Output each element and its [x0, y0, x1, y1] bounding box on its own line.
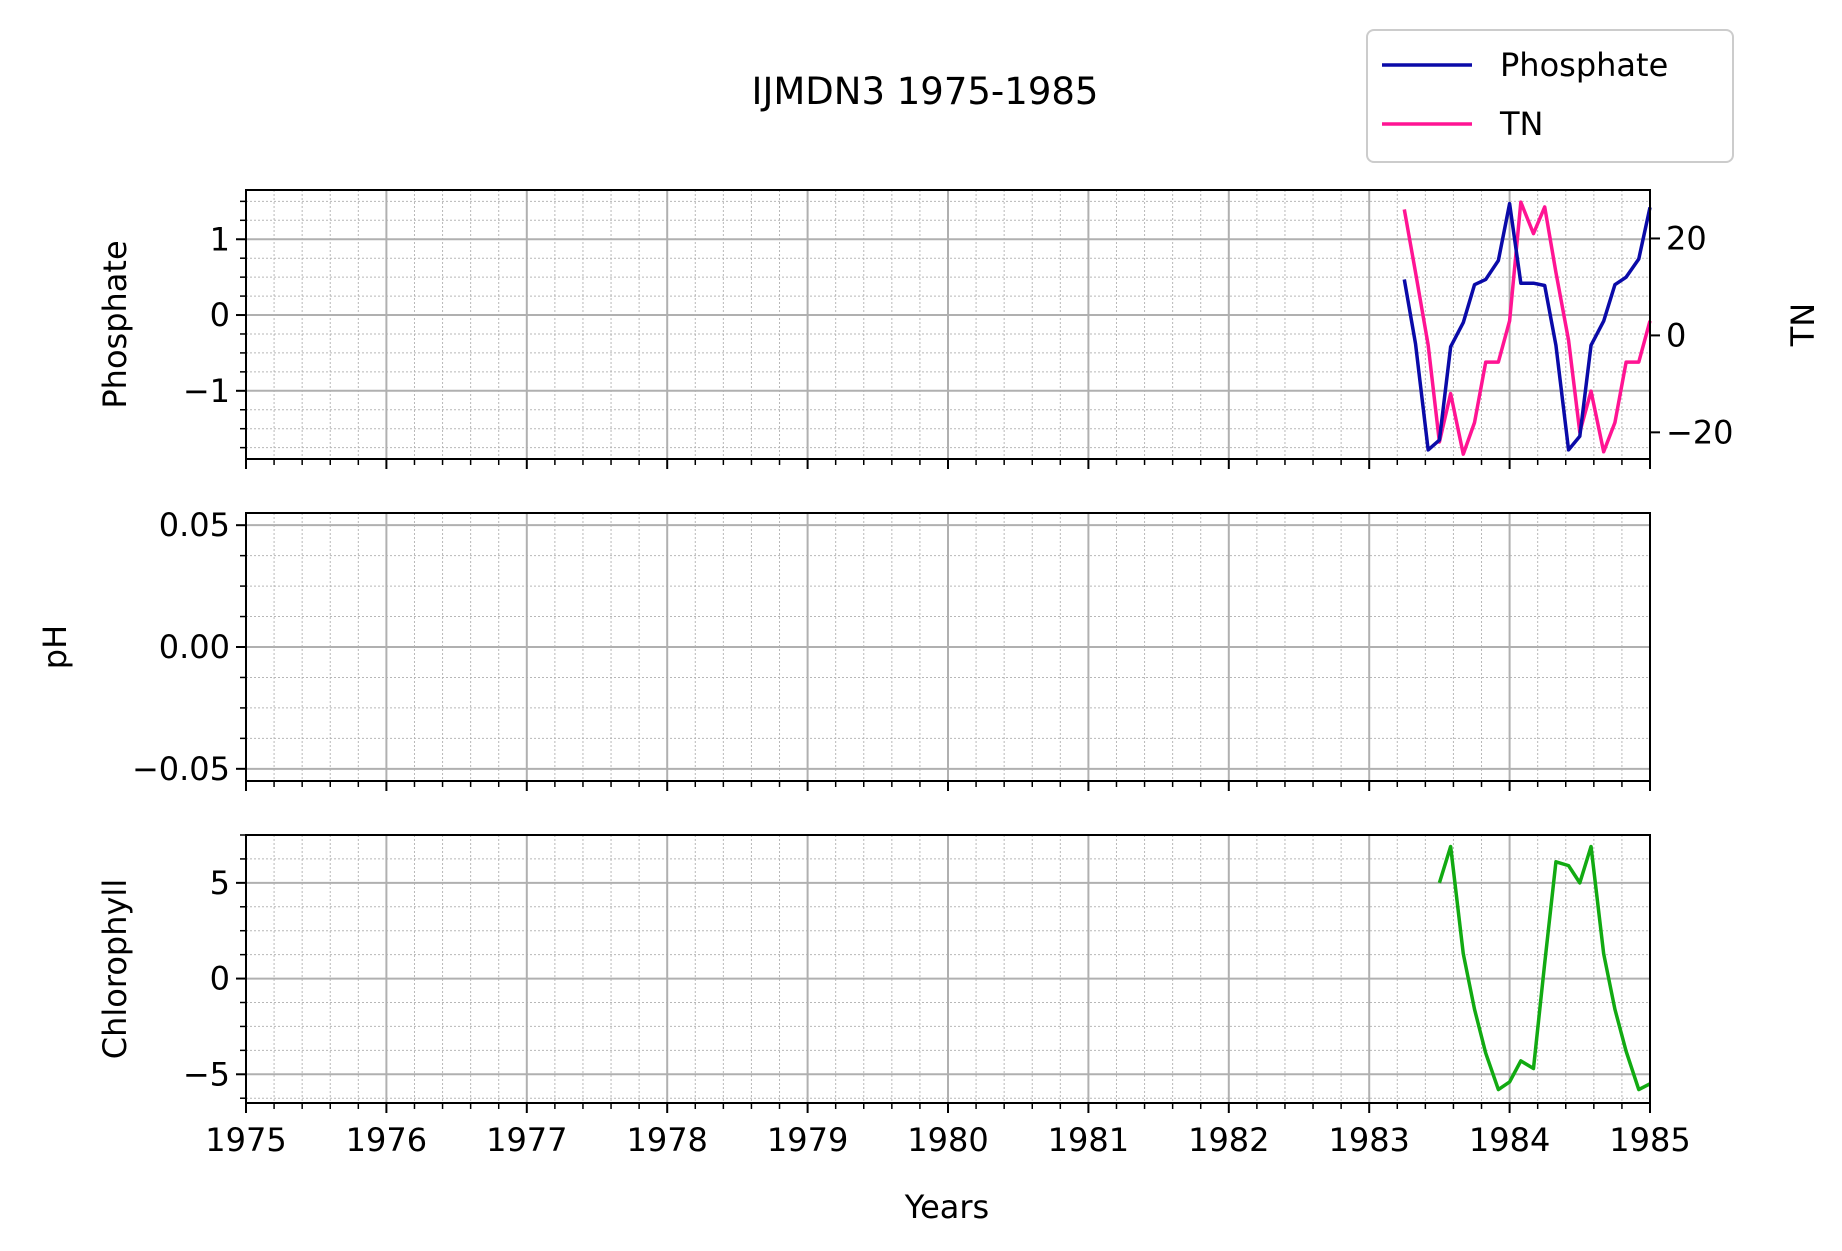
- chart-title: IJMDN3 1975-1985: [752, 70, 1099, 113]
- ph-axes-frame: [245, 512, 1651, 782]
- x-tick-label: 1984: [1469, 1121, 1550, 1159]
- phosphate-axis-label: Phosphate: [96, 240, 134, 408]
- chlorophyll-tick-label-y: 0: [210, 960, 230, 998]
- x-axis: 1975 1976 1977 1978 1979 1980 1981 1982 1983 1984…: [205, 1121, 1690, 1159]
- x-axis-label: Years: [904, 1188, 989, 1226]
- phosphate-series-line: [1402, 201, 1652, 452]
- x-tick-label: 1980: [907, 1121, 988, 1159]
- ph-tick-label-y: 0.05: [159, 506, 230, 544]
- tn-series-line: [1402, 200, 1652, 456]
- chlorophyll-axis-label: Chlorophyll: [96, 879, 134, 1059]
- ph-axis-label: pH: [36, 625, 74, 669]
- phosphate-tick-label-y2: −20: [1666, 413, 1734, 451]
- chlorophyll-series-line: [1437, 844, 1651, 1092]
- x-tick-label: 1982: [1188, 1121, 1269, 1159]
- phosphate-tick-label-y2: 20: [1666, 219, 1707, 257]
- x-tick-label: 1976: [346, 1121, 427, 1159]
- chlorophyll-panel: −5 0 5 Chlorophyll: [96, 834, 1651, 1113]
- chlorophyll-tick-label-y: −5: [183, 1055, 230, 1093]
- tn-axis-label: TN: [1784, 303, 1822, 347]
- phosphate-tick-label-y2: 0: [1666, 316, 1686, 354]
- ph-tick-label-y: 0.00: [159, 628, 230, 666]
- ph-panel: −0.05 0.00 0.05 pH: [36, 506, 1651, 791]
- legend: Phosphate TN: [1366, 29, 1734, 163]
- x-tick-label: 1979: [767, 1121, 848, 1159]
- ph-tick-label-y: −0.05: [132, 750, 230, 788]
- phosphate-tick-label-y: 0: [210, 296, 230, 334]
- phosphate-panel: −1 0 1 −20 0 20 TN Phosphate: [96, 189, 1822, 469]
- phosphate-tick-label-y: −1: [183, 372, 230, 410]
- legend-frame: [1366, 29, 1734, 163]
- x-tick-label: 1975: [205, 1121, 286, 1159]
- phosphate-axes-frame: [245, 189, 1651, 460]
- x-tick-label: 1977: [486, 1121, 567, 1159]
- x-tick-label: 1983: [1328, 1121, 1409, 1159]
- legend-tn-label: TN: [1499, 105, 1543, 143]
- chlorophyll-axes-frame: [245, 834, 1651, 1104]
- x-tick-label: 1978: [626, 1121, 707, 1159]
- x-tick-label: 1985: [1609, 1121, 1690, 1159]
- legend-phosphate-label: Phosphate: [1500, 46, 1668, 84]
- chlorophyll-tick-label-y: 5: [210, 864, 230, 902]
- x-tick-label: 1981: [1048, 1121, 1129, 1159]
- phosphate-tick-label-y: 1: [210, 220, 230, 258]
